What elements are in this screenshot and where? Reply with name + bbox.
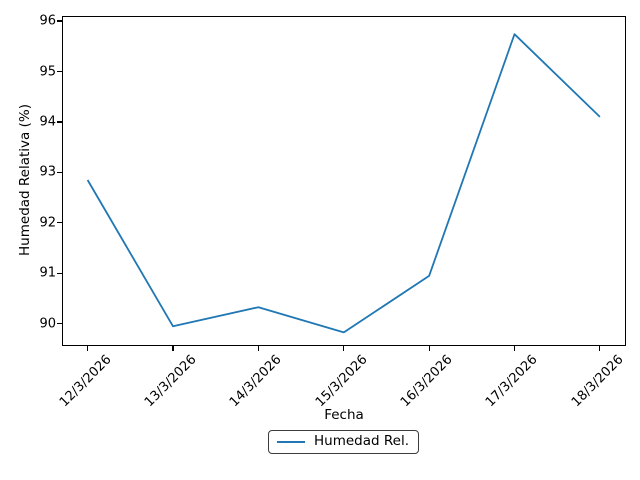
x-tick-mark [599, 346, 601, 351]
y-tick-mark [57, 70, 62, 73]
y-tick-mark [57, 272, 62, 274]
legend-line-sample [277, 441, 305, 443]
y-tick-label: 96 [39, 13, 56, 29]
x-tick-mark [87, 346, 89, 351]
y-tick-label: 91 [39, 265, 56, 281]
y-tick-mark [57, 171, 62, 173]
legend: Humedad Rel. [268, 430, 419, 454]
y-tick-label: 94 [39, 114, 56, 130]
x-tick-mark [428, 346, 430, 351]
x-tick-mark [172, 346, 174, 351]
y-tick-mark [57, 222, 62, 224]
y-tick-label: 90 [39, 316, 56, 332]
humidity-line [86, 33, 601, 334]
plot-area [62, 16, 626, 346]
y-tick-mark [57, 323, 62, 325]
y-tick-mark [57, 121, 62, 123]
y-tick-label: 92 [39, 215, 56, 231]
y-axis-label: Humedad Relativa (%) [17, 104, 33, 256]
y-tick-label: 95 [39, 64, 56, 79]
x-tick-mark [513, 346, 516, 351]
y-tick-mark [57, 20, 62, 22]
legend-label: Humedad Rel. [314, 433, 409, 450]
x-axis-label: Fecha [324, 407, 364, 423]
x-tick-mark [343, 346, 345, 351]
x-tick-mark [257, 346, 259, 351]
y-tick-label: 93 [39, 164, 56, 180]
